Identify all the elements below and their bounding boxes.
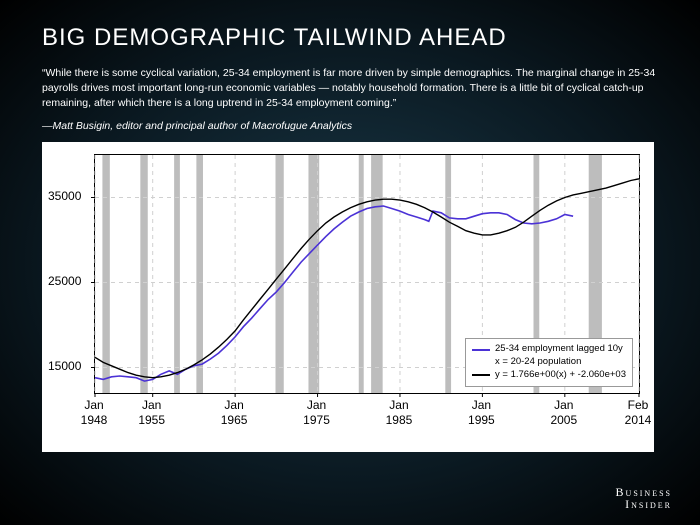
x-tick-label: Jan1975	[303, 398, 330, 428]
x-tick-label: Jan2005	[550, 398, 577, 428]
quote-attribution: —Matt Busigin, editor and principal auth…	[42, 120, 658, 132]
brand-logo: Business Insider	[616, 486, 672, 511]
legend-swatch	[472, 349, 490, 351]
x-tick-label: Jan1995	[468, 398, 495, 428]
legend-item: 25-34 employment lagged 10y	[472, 343, 626, 356]
x-tick-label: Jan1985	[386, 398, 413, 428]
x-tick-label: Feb2014	[625, 398, 652, 428]
legend-item: x = 20-24 population	[472, 356, 626, 369]
legend-text: y = 1.766e+00(x) + -2.060e+03	[495, 369, 626, 382]
legend-item: y = 1.766e+00(x) + -2.060e+03	[472, 369, 626, 382]
y-tick-label: 15000	[48, 359, 81, 373]
y-tick-label: 25000	[48, 274, 81, 288]
brand-line2: Insider	[616, 498, 672, 511]
legend-text: x = 20-24 population	[495, 356, 581, 369]
x-tick-label: Jan1955	[138, 398, 165, 428]
x-tick-label: Jan1948	[81, 398, 108, 428]
legend-text: 25-34 employment lagged 10y	[495, 343, 623, 356]
chart-legend: 25-34 employment lagged 10yx = 20-24 pop…	[465, 338, 633, 386]
slide: BIG DEMOGRAPHIC TAILWIND AHEAD “While th…	[0, 0, 700, 525]
slide-title: BIG DEMOGRAPHIC TAILWIND AHEAD	[42, 24, 658, 52]
legend-swatch	[472, 374, 490, 376]
y-tick-label: 35000	[48, 189, 81, 203]
chart-plot-area: 25-34 employment lagged 10yx = 20-24 pop…	[94, 154, 640, 394]
x-tick-label: Jan1965	[221, 398, 248, 428]
quote-text: “While there is some cyclical variation,…	[42, 66, 658, 112]
chart-container: 25-34 employment lagged 10yx = 20-24 pop…	[42, 142, 654, 452]
